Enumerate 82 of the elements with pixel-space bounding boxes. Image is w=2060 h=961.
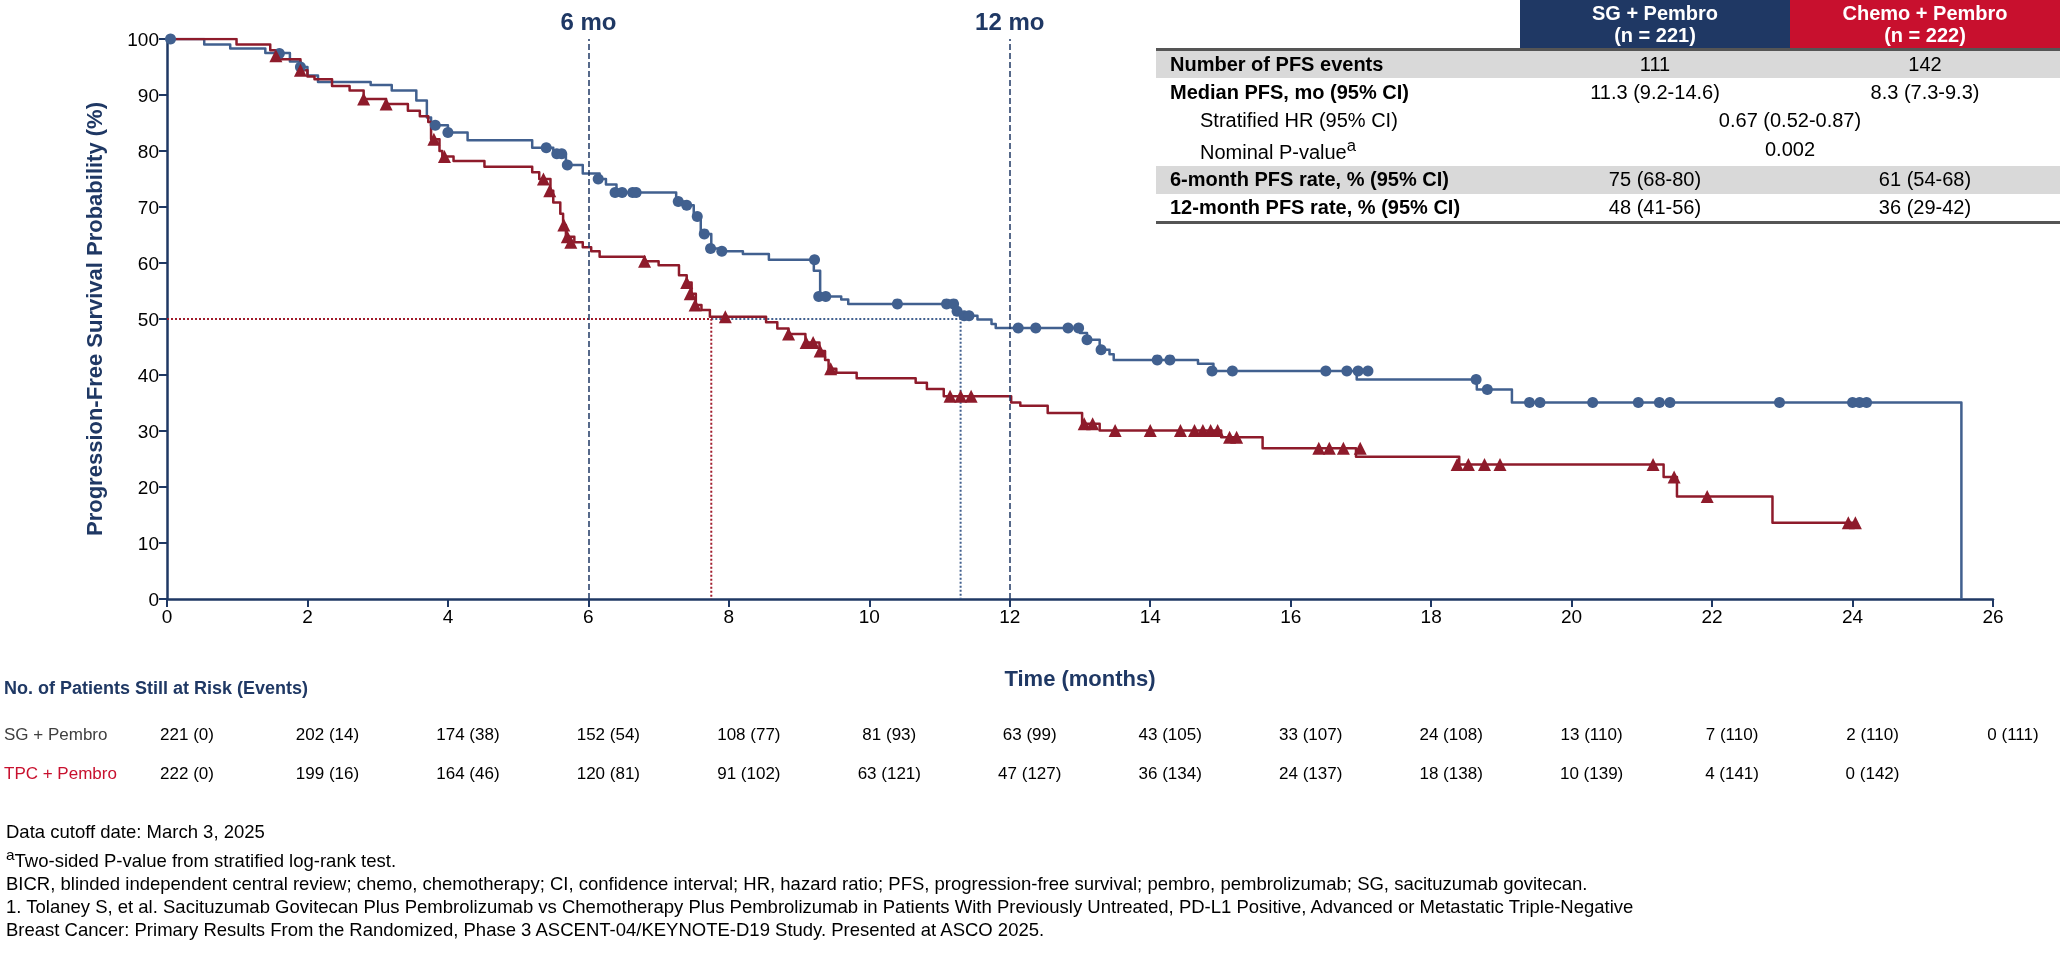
- text: 2 (110): [1846, 725, 1899, 744]
- text: 43 (105): [1138, 725, 1202, 744]
- y-tick-label: 10: [137, 532, 159, 554]
- text: 142: [1908, 53, 1942, 75]
- text: Breast Cancer: Primary Results From the Randomized, Phase 3 ASCENT-04/KEYNOTE-D19 Study. Presented at ASCO 2025.: [6, 918, 1046, 942]
- text: 120 (81): [576, 764, 641, 783]
- text: 63 (121): [857, 764, 921, 783]
- text: $^{a}$Two-sided P-value from stratified log-rank test.: [6, 845, 398, 873]
- text: 48 (41-56): [1608, 195, 1702, 218]
- x-tick-label: 8: [723, 606, 735, 627]
- x-tick-label: 16: [1280, 606, 1302, 627]
- text: 174 (38): [436, 725, 500, 744]
- ref-line-label: 6 mo: [560, 7, 617, 35]
- text: 152 (54): [576, 725, 641, 744]
- category-label: 6-month PFS rate, % (95% CI): [1170, 168, 1449, 191]
- text: 202 (14): [295, 725, 360, 744]
- text: 0 (111): [1987, 725, 2039, 744]
- text: Data cutoff date: March 3, 2025: [6, 821, 265, 842]
- category-label: Nominal P-value$^{a}$: [1200, 136, 1356, 163]
- text: 7 (110): [1705, 725, 1759, 744]
- text: 1. Tolaney S, et al. Sacituzumab Govitecan Plus Pembrolizumab vs Chemotherapy Plus Pembrolizumab in Patients With Previously Untreated, PD-L1 Positive, Advanced or Metastatic Triple-Negative: [6, 895, 1634, 919]
- text: 36 (29-42): [1878, 195, 1972, 218]
- text: 47 (127): [998, 764, 1062, 783]
- x-axis-title: Time (months): [1004, 665, 1156, 691]
- ref-line-label: 12 mo: [975, 7, 1045, 35]
- category-label: Stratified HR (95% CI): [1200, 108, 1398, 131]
- category-label: 12-month PFS rate, % (95% CI): [1170, 195, 1461, 218]
- text: 0.67 (0.52-0.87): [1718, 108, 1862, 131]
- x-tick-label: 20: [1561, 606, 1583, 627]
- x-tick-label: 18: [1420, 606, 1442, 627]
- text: 75 (68-80): [1608, 168, 1702, 191]
- y-tick-label: 20: [137, 476, 159, 498]
- text: 164 (46): [436, 764, 500, 783]
- text: 8.3 (7.3-9.3): [1870, 80, 1980, 103]
- x-tick-label: 2: [302, 606, 313, 627]
- text: 221 (0): [160, 725, 214, 744]
- category-label: SG + Pembro (n = 221): [1520, 0, 1790, 50]
- x-tick-label: 22: [1701, 606, 1723, 627]
- text: 10 (139): [1559, 764, 1624, 783]
- text: 13 (110): [1560, 725, 1623, 744]
- text: 61 (54-68): [1878, 168, 1972, 191]
- y-tick-label: 90: [137, 84, 159, 106]
- text: 24 (108): [1419, 725, 1483, 744]
- y-tick-label: 30: [137, 420, 159, 442]
- text: 111: [1639, 53, 1671, 75]
- category-label: Median PFS, mo (95% CI): [1170, 80, 1409, 103]
- text: 11.3 (9.2-14.6): [1590, 80, 1720, 103]
- y-tick-label: 40: [137, 364, 159, 386]
- x-tick-label: 24: [1841, 606, 1864, 627]
- x-tick-label: 4: [442, 606, 454, 627]
- x-tick-label: 6: [583, 606, 594, 627]
- x-tick-label: 14: [1139, 606, 1162, 627]
- y-tick-label: 0: [148, 588, 159, 610]
- text: 4 (141): [1705, 764, 1759, 783]
- category-label: SG + Pembro: [4, 725, 108, 744]
- y-tick-label: 100: [127, 28, 159, 50]
- text: No. of Patients Still at Risk (Events): [4, 678, 309, 699]
- text: 63 (99): [1002, 725, 1057, 744]
- text: 36 (134): [1138, 764, 1202, 783]
- y-axis-title: Progression-Free Survival Probability (%): [81, 101, 107, 537]
- text: BICR, blinded independent central review; chemo, chemotherapy; CI, confidence interval; HR, hazard ratio; PFS, progression-free survival; pembro, pembrolizumab; SG, sacituzumab govitecan.: [6, 872, 1589, 896]
- text: 222 (0): [160, 764, 214, 783]
- x-tick-label: 12: [999, 606, 1021, 627]
- y-tick-label: 70: [137, 196, 159, 218]
- category-label: TPC + Pembro: [4, 764, 117, 783]
- text: 33 (107): [1279, 725, 1343, 744]
- x-tick-label: 0: [161, 606, 173, 627]
- y-tick-label: 50: [137, 308, 159, 330]
- text: 108 (77): [717, 725, 781, 744]
- text: 0.002: [1764, 138, 1816, 161]
- text: 18 (138): [1419, 764, 1483, 783]
- y-tick-label: 60: [137, 252, 159, 274]
- y-tick-label: 80: [137, 140, 159, 162]
- text: 199 (16): [295, 764, 360, 783]
- x-tick-label: 26: [1982, 606, 2004, 627]
- category-label: Chemo + Pembro (n = 222): [1790, 0, 2060, 50]
- text: 0 (142): [1845, 764, 1900, 783]
- text: 24 (137): [1279, 764, 1343, 783]
- category-label: Number of PFS events: [1170, 53, 1384, 75]
- text: 91 (102): [717, 764, 781, 783]
- x-tick-label: 10: [858, 606, 880, 627]
- text: 81 (93): [862, 725, 917, 744]
